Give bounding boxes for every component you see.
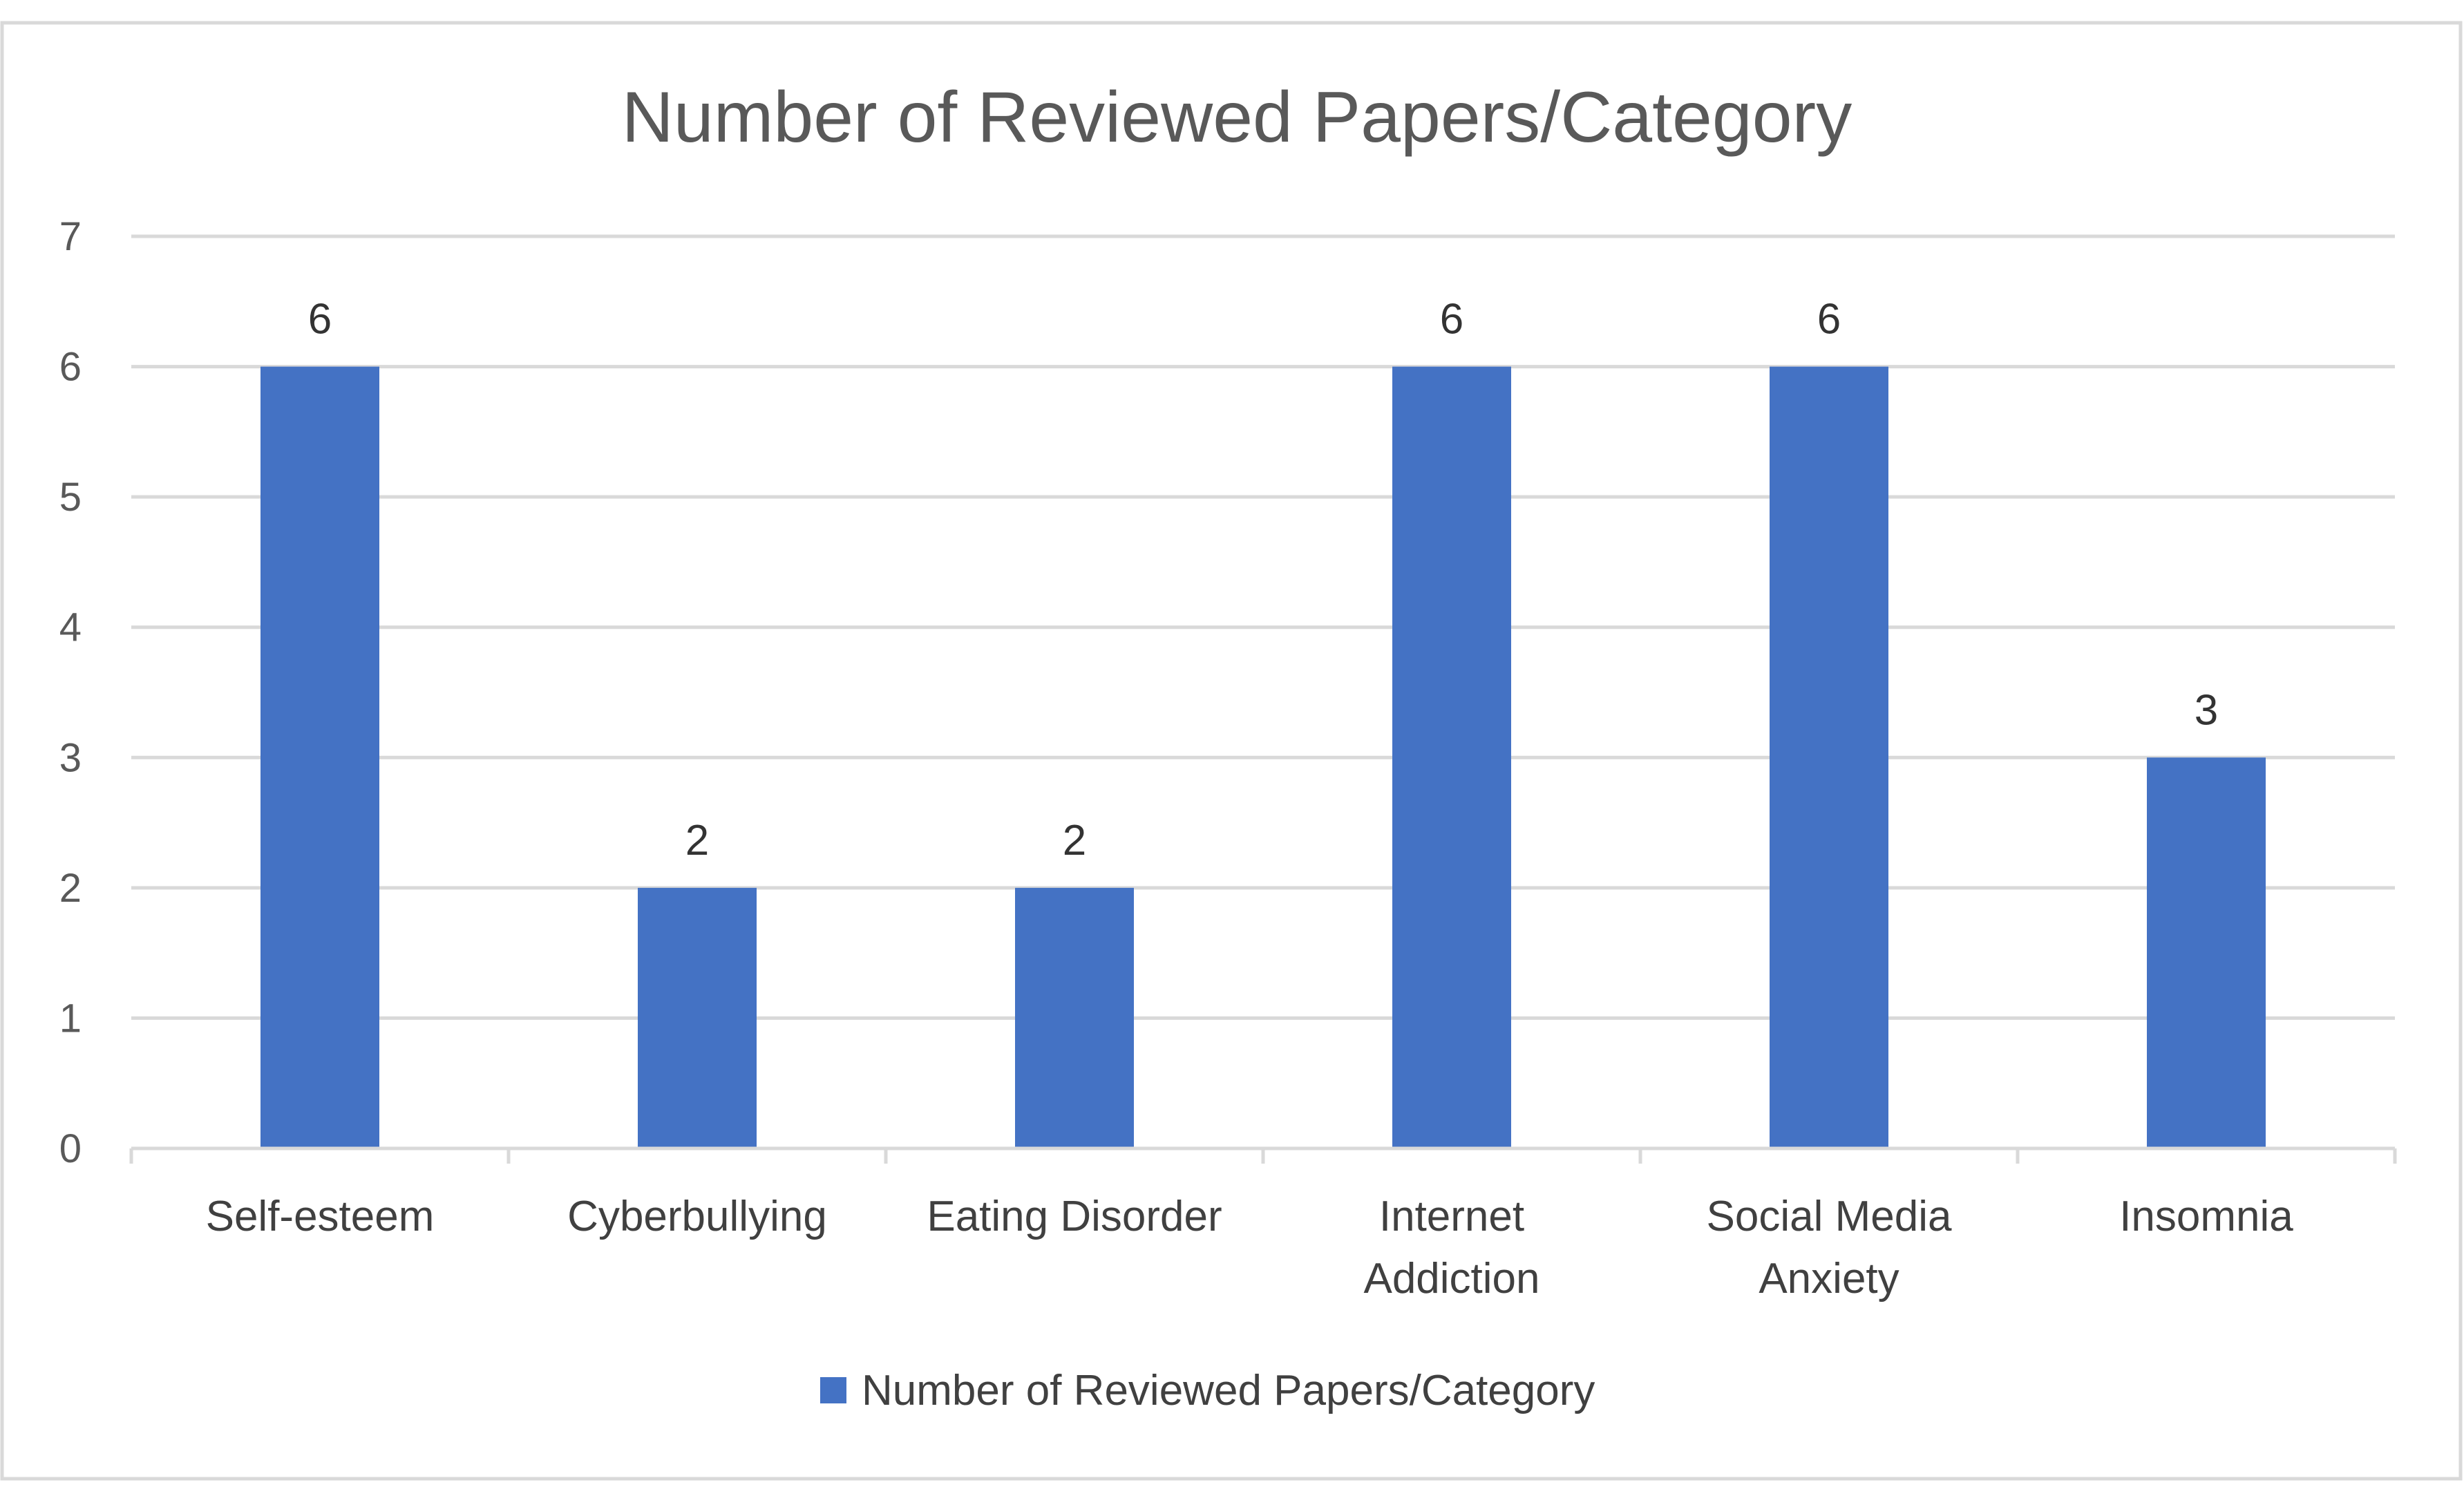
bar [1770,366,1888,1148]
x-category-label: Insomnia [2119,1193,2293,1240]
y-tick-label: 7 [59,214,82,259]
bar [638,887,757,1148]
gridlines [131,234,2395,1020]
x-category-label: Anxiety [1759,1255,1899,1303]
y-tick-label: 2 [59,866,82,911]
y-tick-label: 6 [59,345,82,390]
y-tick-label: 0 [59,1126,82,1171]
bar [2147,757,2266,1148]
y-tick-label: 5 [59,475,82,520]
y-tick-label: 1 [59,996,82,1041]
y-axis-ticks: 0 1 2 3 4 5 6 7 [59,214,82,1171]
bar [1392,366,1511,1148]
y-tick-label: 4 [59,605,82,650]
bars [260,366,2266,1148]
legend-swatch [820,1377,846,1403]
category-labels: Self-esteem Cyberbullying Eating Disorder I… [206,1193,2294,1303]
x-category-label: Internet [1379,1193,1524,1240]
chart-border [0,21,2463,1481]
legend: Number of Reviewed Papers/Category [820,1367,1595,1414]
data-label: 2 [1063,817,1086,864]
data-label: 2 [685,817,709,864]
data-labels: 6 2 2 6 6 3 [308,296,2218,864]
x-category-label: Eating Disorder [927,1193,1222,1240]
legend-label: Number of Reviewed Papers/Category [862,1367,1595,1414]
data-label: 6 [1817,296,1841,343]
x-category-label: Addiction [1363,1255,1539,1303]
bar [260,366,379,1148]
data-label: 6 [1440,296,1463,343]
y-tick-label: 3 [59,735,82,780]
chart-title: Number of Reviewed Papers/Category [622,77,1852,158]
x-category-label: Cyberbullying [567,1193,827,1240]
data-label: 6 [308,296,332,343]
x-category-label: Social Media [1707,1193,1952,1240]
bar [1015,887,1134,1148]
x-category-label: Self-esteem [206,1193,435,1240]
x-axis [129,1146,2397,1164]
data-label: 3 [2195,686,2218,734]
